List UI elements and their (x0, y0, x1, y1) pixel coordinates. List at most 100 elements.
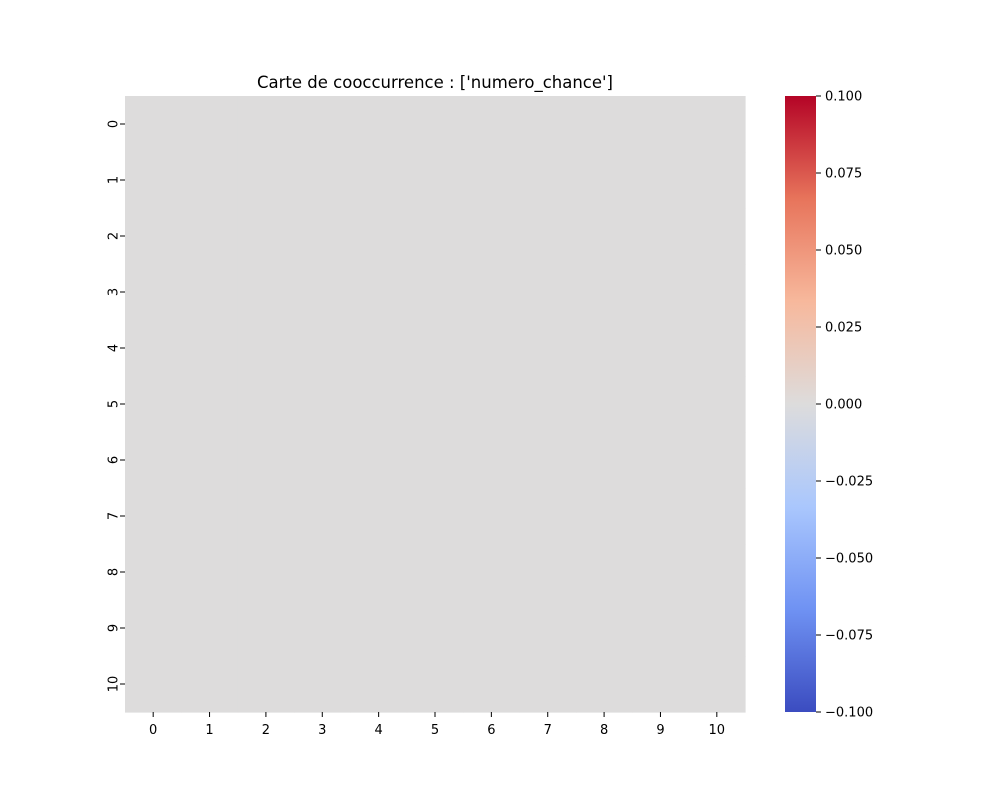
heatmap-cell (350, 656, 408, 713)
heatmap-cell (181, 600, 239, 657)
heatmap-cell (575, 96, 633, 153)
x-tick-label: 3 (318, 723, 326, 738)
heatmap-cell (575, 208, 633, 265)
heatmap-cell (575, 600, 633, 657)
heatmap-cell (294, 600, 352, 657)
heatmap-cell (575, 152, 633, 209)
heatmap-cell (294, 320, 352, 377)
heatmap-cell (688, 152, 746, 209)
heatmap-cell (125, 376, 182, 433)
heatmap-cell (575, 376, 633, 433)
heatmap-cell (519, 152, 577, 209)
colorbar-tick-label: 0.025 (825, 321, 862, 336)
y-tick-label: 6 (107, 456, 122, 464)
heatmap-cell (181, 152, 239, 209)
heatmap-cell (125, 544, 182, 601)
heatmap-cell (688, 376, 746, 433)
heatmap-cell (406, 600, 464, 657)
x-tick-label: 9 (656, 723, 664, 738)
heatmap-cell (688, 208, 746, 265)
heatmap-cell (350, 208, 408, 265)
heatmap-cell (237, 264, 295, 321)
heatmap-cell (181, 488, 239, 545)
y-tick-label: 9 (107, 624, 122, 632)
y-tick-label: 5 (107, 400, 122, 408)
heatmap-cell (237, 432, 295, 489)
heatmap-cell (688, 96, 746, 153)
heatmap-cell (632, 376, 690, 433)
heatmap-cell (463, 488, 521, 545)
heatmap-cell (294, 264, 352, 321)
heatmap-cell (575, 656, 633, 713)
heatmap-cell (463, 96, 521, 153)
heatmap-cell (463, 432, 521, 489)
heatmap-cell (350, 544, 408, 601)
heatmap-cell (688, 656, 746, 713)
heatmap-cell (350, 488, 408, 545)
x-tick-label: 6 (487, 723, 495, 738)
heatmap-cell (350, 264, 408, 321)
heatmap-cell (575, 544, 633, 601)
heatmap-cell (125, 656, 182, 713)
heatmap-cell (519, 544, 577, 601)
heatmap-cell (181, 264, 239, 321)
heatmap-cell (632, 152, 690, 209)
heatmap-cell (463, 208, 521, 265)
colorbar-gradient (785, 96, 816, 712)
heatmap-cell (519, 208, 577, 265)
heatmap-cell (181, 432, 239, 489)
heatmap-cell (632, 432, 690, 489)
colorbar-tick-label: −0.025 (825, 475, 873, 490)
heatmap-cell (294, 152, 352, 209)
x-tick-label: 1 (205, 723, 213, 738)
heatmap-cell (181, 320, 239, 377)
colorbar-tick-label: 0.000 (825, 398, 862, 413)
heatmap-cell (181, 376, 239, 433)
heatmap-cell (294, 208, 352, 265)
x-tick-label: 2 (262, 723, 270, 738)
heatmap-cell (519, 656, 577, 713)
x-tick-label: 10 (709, 723, 726, 738)
y-tick-label: 10 (107, 676, 122, 693)
heatmap-cell (181, 96, 239, 153)
heatmap-cell (406, 656, 464, 713)
x-tick-label: 7 (544, 723, 552, 738)
heatmap-cell (519, 320, 577, 377)
heatmap-cell (181, 208, 239, 265)
heatmap-cell (237, 96, 295, 153)
colorbar-tick-label: −0.050 (825, 552, 873, 567)
y-axis: 0 1 2 3 4 5 6 7 8 9 10 (107, 120, 125, 692)
heatmap-cell (237, 152, 295, 209)
heatmap-cell (406, 152, 464, 209)
heatmap-cell (125, 264, 182, 321)
y-tick-label: 4 (107, 344, 122, 352)
heatmap-cell (575, 432, 633, 489)
heatmap-cell (688, 600, 746, 657)
heatmap-cell (688, 320, 746, 377)
heatmap-cell (406, 544, 464, 601)
heatmap-cell (632, 208, 690, 265)
heatmap-cell (350, 432, 408, 489)
heatmap-cell (463, 544, 521, 601)
heatmap-cell (632, 544, 690, 601)
heatmap-cell (294, 432, 352, 489)
heatmap-cell (406, 432, 464, 489)
heatmap-cell (519, 96, 577, 153)
heatmap-cell (350, 376, 408, 433)
heatmap-cell (519, 600, 577, 657)
y-tick-label: 1 (107, 176, 122, 184)
colorbar-tick-label: 0.050 (825, 244, 862, 259)
colorbar-tick-label: 0.075 (825, 167, 862, 182)
heatmap-cell (463, 152, 521, 209)
heatmap-cell (350, 600, 408, 657)
chart-title: Carte de cooccurrence : ['numero_chance'… (257, 73, 613, 93)
heatmap-cell (125, 152, 182, 209)
heatmap-cell (350, 96, 408, 153)
y-tick-label: 0 (107, 120, 122, 128)
heatmap-cell (237, 600, 295, 657)
heatmap-cell (519, 264, 577, 321)
heatmap-cell (463, 320, 521, 377)
heatmap-cell (406, 376, 464, 433)
y-tick-label: 3 (107, 288, 122, 296)
